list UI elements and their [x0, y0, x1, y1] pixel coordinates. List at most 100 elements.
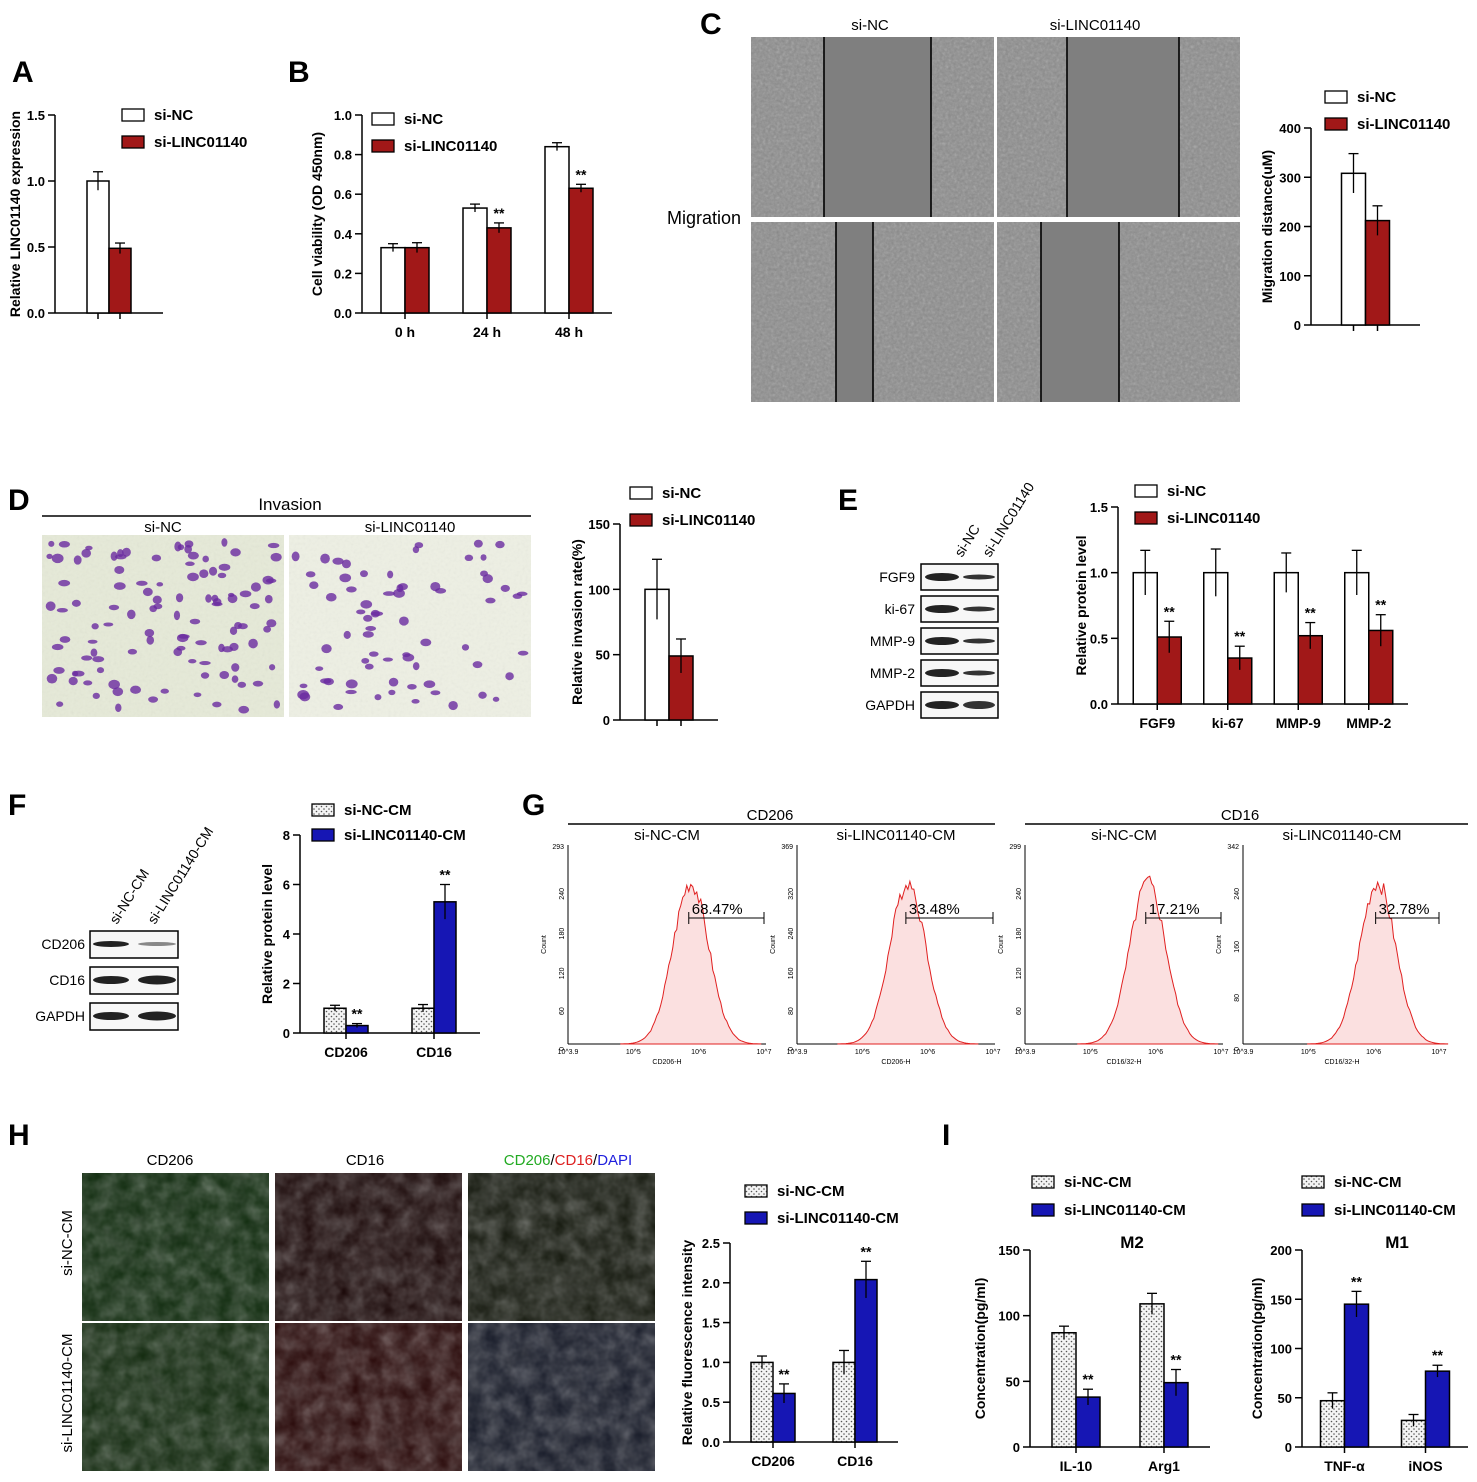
D-stained-cell — [202, 555, 209, 563]
G-hist-ymax: 299 — [1009, 844, 1021, 851]
A-legend-swatch-1 — [121, 135, 145, 149]
D-legend-label-1: si-LINC01140 — [662, 512, 755, 529]
D-stained-cell — [270, 552, 282, 562]
B-legend-label-0: si-NC — [404, 111, 443, 128]
D-stained-cell — [461, 644, 470, 651]
H-ytick-label: 0.0 — [702, 1435, 720, 1450]
A-ytick-label: 1.5 — [27, 108, 45, 123]
B-bar-1-2 — [568, 187, 594, 314]
C-ytick-label: 200 — [1279, 220, 1301, 235]
D-stained-cell — [176, 645, 186, 651]
D-stained-cell — [195, 640, 207, 646]
H-col-label-1: CD16 — [346, 1152, 384, 1169]
I-left-legend-swatch-0 — [1031, 1175, 1055, 1189]
D-stained-cell — [184, 544, 192, 554]
D-stained-cell — [448, 700, 458, 711]
D-stained-cell — [356, 609, 366, 615]
panel-letter-B: B — [288, 56, 310, 89]
B-legend-swatch-0 — [371, 112, 395, 126]
E-ytick-label: 1.0 — [1090, 566, 1108, 581]
panel-letter-E: E — [838, 484, 858, 517]
E-xtick-label: ki-67 — [1212, 715, 1244, 731]
C-bar-0-0 — [1340, 172, 1367, 326]
C-legend-label-1: si-LINC01140 — [1357, 116, 1450, 133]
D-stained-cell — [309, 581, 319, 590]
D-stained-cell — [218, 643, 225, 653]
G-hist-xtick: 10^5 — [855, 1049, 870, 1056]
D-stained-cell — [267, 542, 280, 549]
H-legend-label-0: si-NC-CM — [777, 1183, 845, 1200]
G-hist-ylabel: Count — [1216, 935, 1223, 954]
D-stained-cell — [364, 663, 374, 670]
D-stained-cell — [193, 692, 202, 698]
C-ytick-label: 100 — [1279, 269, 1301, 284]
H-row-label-0: si-NC-CM — [59, 1210, 76, 1276]
D-stained-cell — [219, 671, 230, 680]
D-stained-cell — [81, 548, 92, 558]
D-stained-cell — [91, 623, 99, 630]
C-col-label-0: si-NC — [851, 17, 889, 34]
D-stained-cell — [56, 608, 68, 613]
D-stained-cell — [320, 553, 330, 564]
C-legend-swatch-0 — [1324, 90, 1348, 104]
I-M1-ytick-label: 150 — [1270, 1292, 1292, 1307]
F-xtick-label: CD16 — [416, 1044, 452, 1060]
D-stained-cell — [250, 582, 261, 592]
G-hist-ytick: 160 — [788, 967, 795, 979]
G-histogram — [837, 879, 979, 1045]
panel-letter-C: C — [700, 8, 722, 41]
G-hist-ytick: 240 — [788, 928, 795, 940]
D-stained-cell — [368, 651, 379, 657]
G-hist-xlabel: CD16/32-H — [1324, 1059, 1359, 1066]
G-hist-ytick: 80 — [788, 1007, 795, 1015]
D-legend-swatch-0 — [629, 486, 653, 500]
C-col-label-1: si-LINC01140 — [1050, 17, 1141, 34]
G-hist-xtick: 10^3.9 — [1015, 1049, 1036, 1056]
D-legend-swatch-1 — [629, 513, 653, 527]
D-stained-cell — [175, 593, 184, 603]
B-xtick-label: 0 h — [395, 324, 415, 340]
D-stained-cell — [110, 551, 118, 561]
B-ytick-label: 1.0 — [334, 108, 352, 123]
D-stained-cell — [472, 661, 483, 669]
G-sub-label-3: si-LINC01140-CM — [1283, 827, 1402, 844]
G-hist-xtick: 10^7 — [757, 1049, 772, 1056]
G-histogram — [620, 883, 762, 1045]
F-sig: ** — [352, 1006, 363, 1022]
F-ylabel: Relative protein level — [259, 864, 275, 1004]
D-stained-cell — [273, 700, 281, 709]
G-hist-ytick: 240 — [559, 888, 566, 900]
D-stained-cell — [53, 667, 65, 674]
E-legend-swatch-1 — [1134, 511, 1158, 525]
H-ytick-label: 2.0 — [702, 1276, 720, 1291]
I-M2-ytick-label: 50 — [1006, 1374, 1020, 1389]
E-blot-row-label-3: MMP-2 — [870, 665, 915, 681]
D-stained-cell — [199, 569, 209, 578]
D-stained-cell — [388, 677, 399, 687]
D-stained-cell — [115, 703, 122, 713]
D-stained-cell — [387, 570, 394, 579]
D-stained-cell — [411, 699, 420, 704]
D-stained-cell — [146, 635, 155, 645]
F-ytick-label: 0 — [283, 1026, 290, 1041]
D-stained-cell — [505, 672, 514, 681]
F-band — [138, 975, 176, 985]
D-stained-cell — [371, 611, 384, 616]
B-ylabel: Cell viability (OD 450nm) — [309, 132, 325, 296]
G-hist-xtick: 10^6 — [1148, 1049, 1163, 1056]
panel-letter-H: H — [8, 1119, 30, 1152]
A-ylabel: Relative LINC01140 expression — [7, 111, 23, 317]
D-stained-cell — [473, 539, 483, 548]
D-stained-cell — [59, 636, 71, 643]
H-legend-swatch-1 — [744, 1211, 768, 1225]
F-band — [138, 1011, 176, 1021]
E-sig: ** — [1375, 597, 1386, 613]
G-hist-xlabel: CD206-H — [881, 1059, 910, 1066]
D-stained-cell — [199, 660, 211, 666]
H-fluorescence-cells-2 — [468, 1173, 655, 1321]
D-stained-cell — [315, 666, 324, 671]
D-stained-cell — [325, 593, 337, 602]
G-hist-xtick: 10^6 — [920, 1049, 935, 1056]
D-stained-cell — [402, 653, 415, 662]
E-xtick-label: MMP-2 — [1346, 715, 1391, 731]
